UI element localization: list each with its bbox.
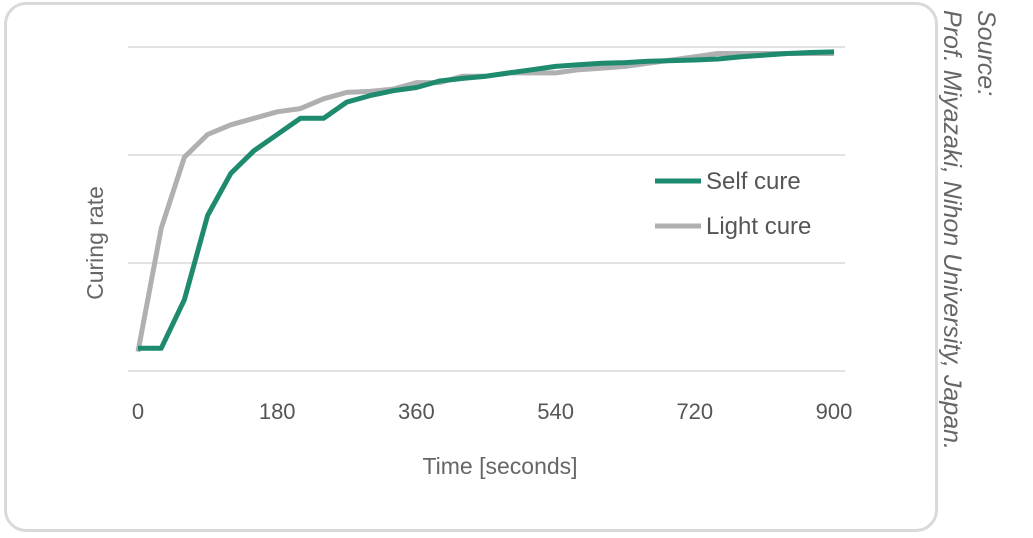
legend-label-self-cure: Self cure: [706, 168, 801, 195]
series-lines: [135, 49, 835, 353]
series-line-self-cure: [138, 49, 835, 351]
source-note: Source: Prof. Miyazaki, Nihon University…: [935, 10, 1003, 450]
x-tick-label: 180: [259, 399, 296, 424]
source-text: Prof. Miyazaki, Nihon University, Japan.: [938, 10, 966, 450]
gridlines: [128, 46, 845, 372]
source-label: Source:: [972, 10, 1000, 97]
x-tick-label: 0: [132, 399, 144, 424]
legend: Self cure Light cure: [655, 168, 811, 240]
x-tick-label: 540: [537, 399, 574, 424]
x-tick-labels: 0 180 360 540 720 900: [132, 399, 852, 424]
legend-label-light-cure: Light cure: [706, 213, 811, 240]
series-line-light-cure: [135, 51, 834, 353]
y-axis-title: Curing rate: [82, 186, 108, 300]
x-tick-label: 900: [816, 399, 853, 424]
chart-frame: [4, 2, 938, 532]
x-axis-title: Time [seconds]: [422, 453, 577, 479]
x-tick-label: 360: [398, 399, 435, 424]
x-tick-label: 720: [676, 399, 713, 424]
